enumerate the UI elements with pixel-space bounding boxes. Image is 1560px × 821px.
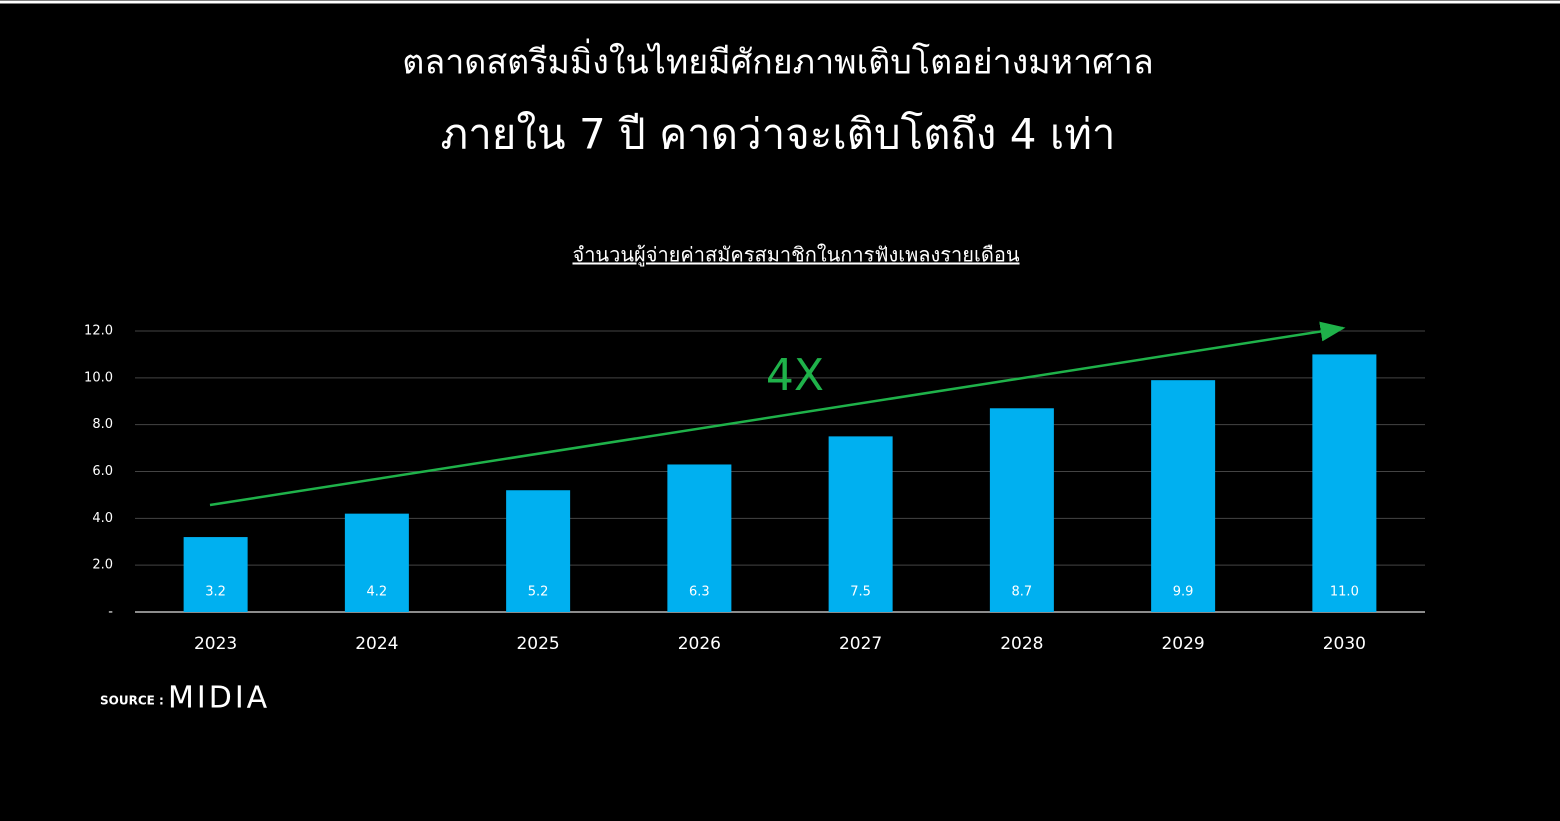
- source: MIDIA: [168, 681, 270, 716]
- value-label: 7.5: [850, 585, 871, 600]
- chart-title: ตลาดสตรีมมิ่งในไทยมีศักยภาพเติบโตอย่างมห…: [402, 39, 1153, 83]
- value-label: 3.2: [205, 585, 226, 600]
- x-tick-label: 2028: [1000, 634, 1043, 654]
- value-label: 11.0: [1330, 585, 1359, 600]
- bar: [828, 436, 893, 612]
- bar: [506, 490, 571, 612]
- value-label: 5.2: [528, 585, 549, 600]
- x-tick-label: 2030: [1323, 634, 1366, 654]
- x-tick-label: 2026: [678, 634, 721, 654]
- trend-arrow: [209, 321, 1346, 507]
- value-label: 4.2: [367, 585, 388, 600]
- x-tick-label: 2025: [516, 634, 559, 654]
- bar: [667, 464, 732, 612]
- y-tick-label: 6.0: [92, 464, 113, 479]
- chart-subtitle: ภายใน 7 ปี คาดว่าจะเติบโตถึง 4 เท่า: [441, 110, 1116, 159]
- source-label: SOURCE :: [100, 694, 164, 708]
- x-tick-label: 2027: [839, 634, 882, 654]
- bar: [989, 408, 1054, 612]
- x-tick-label: 2023: [194, 634, 237, 654]
- y-tick-label: 10.0: [84, 370, 113, 385]
- annotation: 4X: [766, 350, 824, 401]
- y-tick-label: 2.0: [92, 558, 113, 573]
- x-tick-label: 2029: [1161, 634, 1204, 654]
- bar: [1151, 380, 1216, 612]
- y-tick-label: 4.0: [92, 511, 113, 526]
- plot-title: จำนวนผู้จ่ายค่าสมัครสมาชิกในการฟังเพลงรา…: [572, 243, 1019, 268]
- value-label: 8.7: [1012, 585, 1033, 600]
- plot-area: - 2.0 4.0 6.0 8.0 10.0 12.0 2023 3.2 2024 4.2 2025 5…: [84, 324, 1425, 654]
- y-tick-label: 12.0: [84, 324, 113, 339]
- value-label: 9.9: [1173, 585, 1194, 600]
- bar: [183, 537, 248, 612]
- y-tick-label: 8.0: [92, 417, 113, 432]
- bar: [1312, 354, 1377, 612]
- y-tick-label: -: [108, 605, 113, 620]
- x-tick-label: 2024: [355, 634, 398, 654]
- value-label: 6.3: [689, 585, 710, 600]
- bar: [344, 513, 409, 612]
